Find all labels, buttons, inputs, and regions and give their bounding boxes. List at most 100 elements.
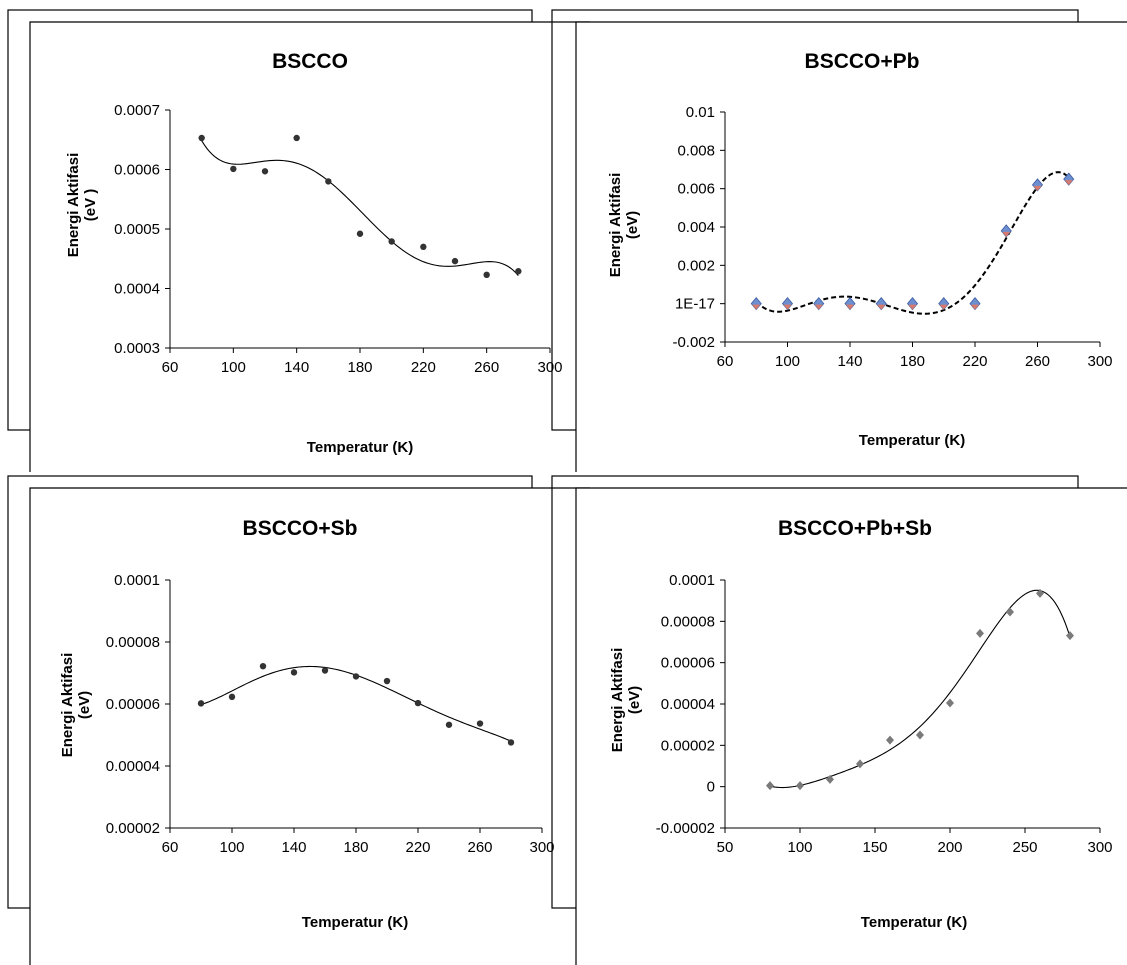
- x-tick-label: 60: [162, 359, 179, 376]
- y-axis-label: Energi Aktifasi(eV): [59, 653, 93, 757]
- data-point: [476, 720, 484, 727]
- y-tick-label: 0.006: [677, 181, 715, 198]
- y-axis-label: Energi Aktifasi(eV ): [65, 153, 99, 257]
- data-point: [796, 781, 804, 791]
- x-axis-label: Temperatur (K): [859, 432, 965, 449]
- data-point: [844, 297, 856, 311]
- chart-area-background: [576, 22, 1127, 472]
- data-point: [1063, 172, 1075, 186]
- data-point: [230, 165, 237, 173]
- data-point: [445, 721, 453, 728]
- y-axis-label-line: (eV): [76, 691, 93, 719]
- y-axis-label: Energi Aktifasi(eV): [609, 648, 643, 752]
- x-tick-label: 260: [467, 839, 492, 856]
- data-point: [813, 297, 825, 311]
- x-axis-label: Temperatur (K): [302, 914, 408, 931]
- y-tick-label: 0.00008: [661, 613, 715, 630]
- x-tick-label: 150: [862, 839, 887, 856]
- data-point: [325, 178, 332, 185]
- y-axis-label-line: (eV): [626, 686, 643, 714]
- y-tick-label: 0.0001: [114, 572, 160, 589]
- data-point: [198, 134, 205, 142]
- data-point: [1006, 607, 1014, 617]
- y-tick-label: 0.0004: [114, 281, 160, 298]
- chart-frame-front: [29, 21, 590, 472]
- chart-svg: BSCCO+Sb 0.00002 0.00004 0.00006 0.00008 0.00…: [7, 475, 590, 965]
- y-tick-label: 0.00004: [106, 758, 160, 775]
- x-tick-label: 220: [962, 353, 987, 370]
- chart-area-background: [576, 488, 1127, 965]
- data-point: [766, 781, 774, 791]
- data-point: [321, 667, 329, 674]
- y-tick-label: 0.00004: [661, 696, 715, 713]
- data-point: [451, 257, 459, 265]
- trendline: [755, 171, 1070, 315]
- chart-title: BSCCO+Pb+Sb: [778, 517, 932, 540]
- data-point: [781, 297, 794, 311]
- data-point: [1066, 631, 1074, 641]
- x-tick-label: 100: [787, 839, 812, 856]
- data-point: [290, 669, 298, 676]
- data-point: [383, 677, 391, 685]
- y-tick-label: 0.0003: [114, 340, 160, 357]
- x-tick-label: 60: [162, 839, 179, 856]
- data-point: [906, 297, 919, 311]
- y-tick-label: 0.004: [677, 219, 715, 236]
- y-tick-label: 0.0005: [114, 221, 160, 238]
- x-tick-label: 50: [717, 839, 734, 856]
- chart-svg: BSCCO 0.0003 0.0004 0.0005 0.0006 0.0007 60 100…: [7, 9, 590, 472]
- data-point: [916, 730, 924, 740]
- data-point: [293, 134, 300, 142]
- x-tick-label: 250: [1012, 839, 1037, 856]
- x-tick-label: 100: [775, 353, 800, 370]
- chart-panel-bscco-pb: BSCCO+Pb -0.002 1E-17 0.002 0.004 0.006 0.008 0…: [0, 0, 1127, 472]
- data-point: [875, 297, 887, 311]
- x-tick-label: 180: [900, 353, 925, 370]
- data-point: [259, 662, 267, 670]
- y-tick-label: 0.00006: [661, 655, 715, 672]
- y-axis-label-line: Energi Aktifasi: [609, 648, 626, 752]
- y-tick-label: 1E-17: [675, 296, 715, 313]
- y-tick-label: 0.0006: [114, 162, 160, 179]
- x-tick-label: 140: [281, 839, 306, 856]
- chart-title: BSCCO+Sb: [243, 517, 358, 540]
- data-point: [228, 693, 236, 701]
- data-point: [976, 628, 984, 638]
- data-point: [515, 268, 522, 275]
- x-tick-label: 180: [343, 839, 368, 856]
- chart-area-background: [30, 488, 590, 965]
- data-point: [856, 759, 864, 769]
- y-tick-label: 0.00008: [106, 634, 160, 651]
- data-point: [1000, 224, 1012, 238]
- chart-svg: BSCCO+Pb -0.002 1E-17 0.002 0.004 0.006 0.008 0…: [551, 9, 1127, 472]
- data-point: [826, 774, 834, 784]
- chart-frame-front: [575, 21, 1127, 472]
- y-tick-label: 0.0007: [114, 102, 160, 119]
- data-point: [969, 297, 981, 311]
- y-axis-label-line: (eV ): [82, 189, 99, 222]
- y-axis-label-line: Energi Aktifasi: [607, 173, 624, 277]
- x-axis-label: Temperatur (K): [307, 439, 413, 456]
- y-tick-label: 0.00006: [106, 696, 160, 713]
- y-axis-label-line: Energi Aktifasi: [59, 653, 76, 757]
- data-point: [356, 230, 364, 237]
- trendline: [769, 589, 1071, 789]
- y-tick-label: 0: [707, 779, 715, 796]
- x-tick-label: 140: [284, 359, 309, 376]
- x-tick-label: 300: [1087, 839, 1112, 856]
- data-point: [750, 297, 762, 311]
- x-tick-label: 300: [537, 359, 562, 376]
- trendline: [201, 140, 519, 276]
- data-point: [414, 699, 422, 707]
- x-tick-label: 100: [219, 839, 244, 856]
- data-point: [197, 700, 205, 707]
- y-tick-label: 0.00002: [106, 820, 160, 837]
- y-tick-label: 0.01: [686, 104, 715, 121]
- x-tick-label: 260: [474, 359, 499, 376]
- data-point: [261, 168, 269, 175]
- y-axis-label: Energi Aktifasi(eV): [607, 173, 641, 277]
- data-point: [886, 735, 894, 745]
- data-point: [1031, 178, 1044, 192]
- y-axis-label-line: (eV): [624, 211, 641, 239]
